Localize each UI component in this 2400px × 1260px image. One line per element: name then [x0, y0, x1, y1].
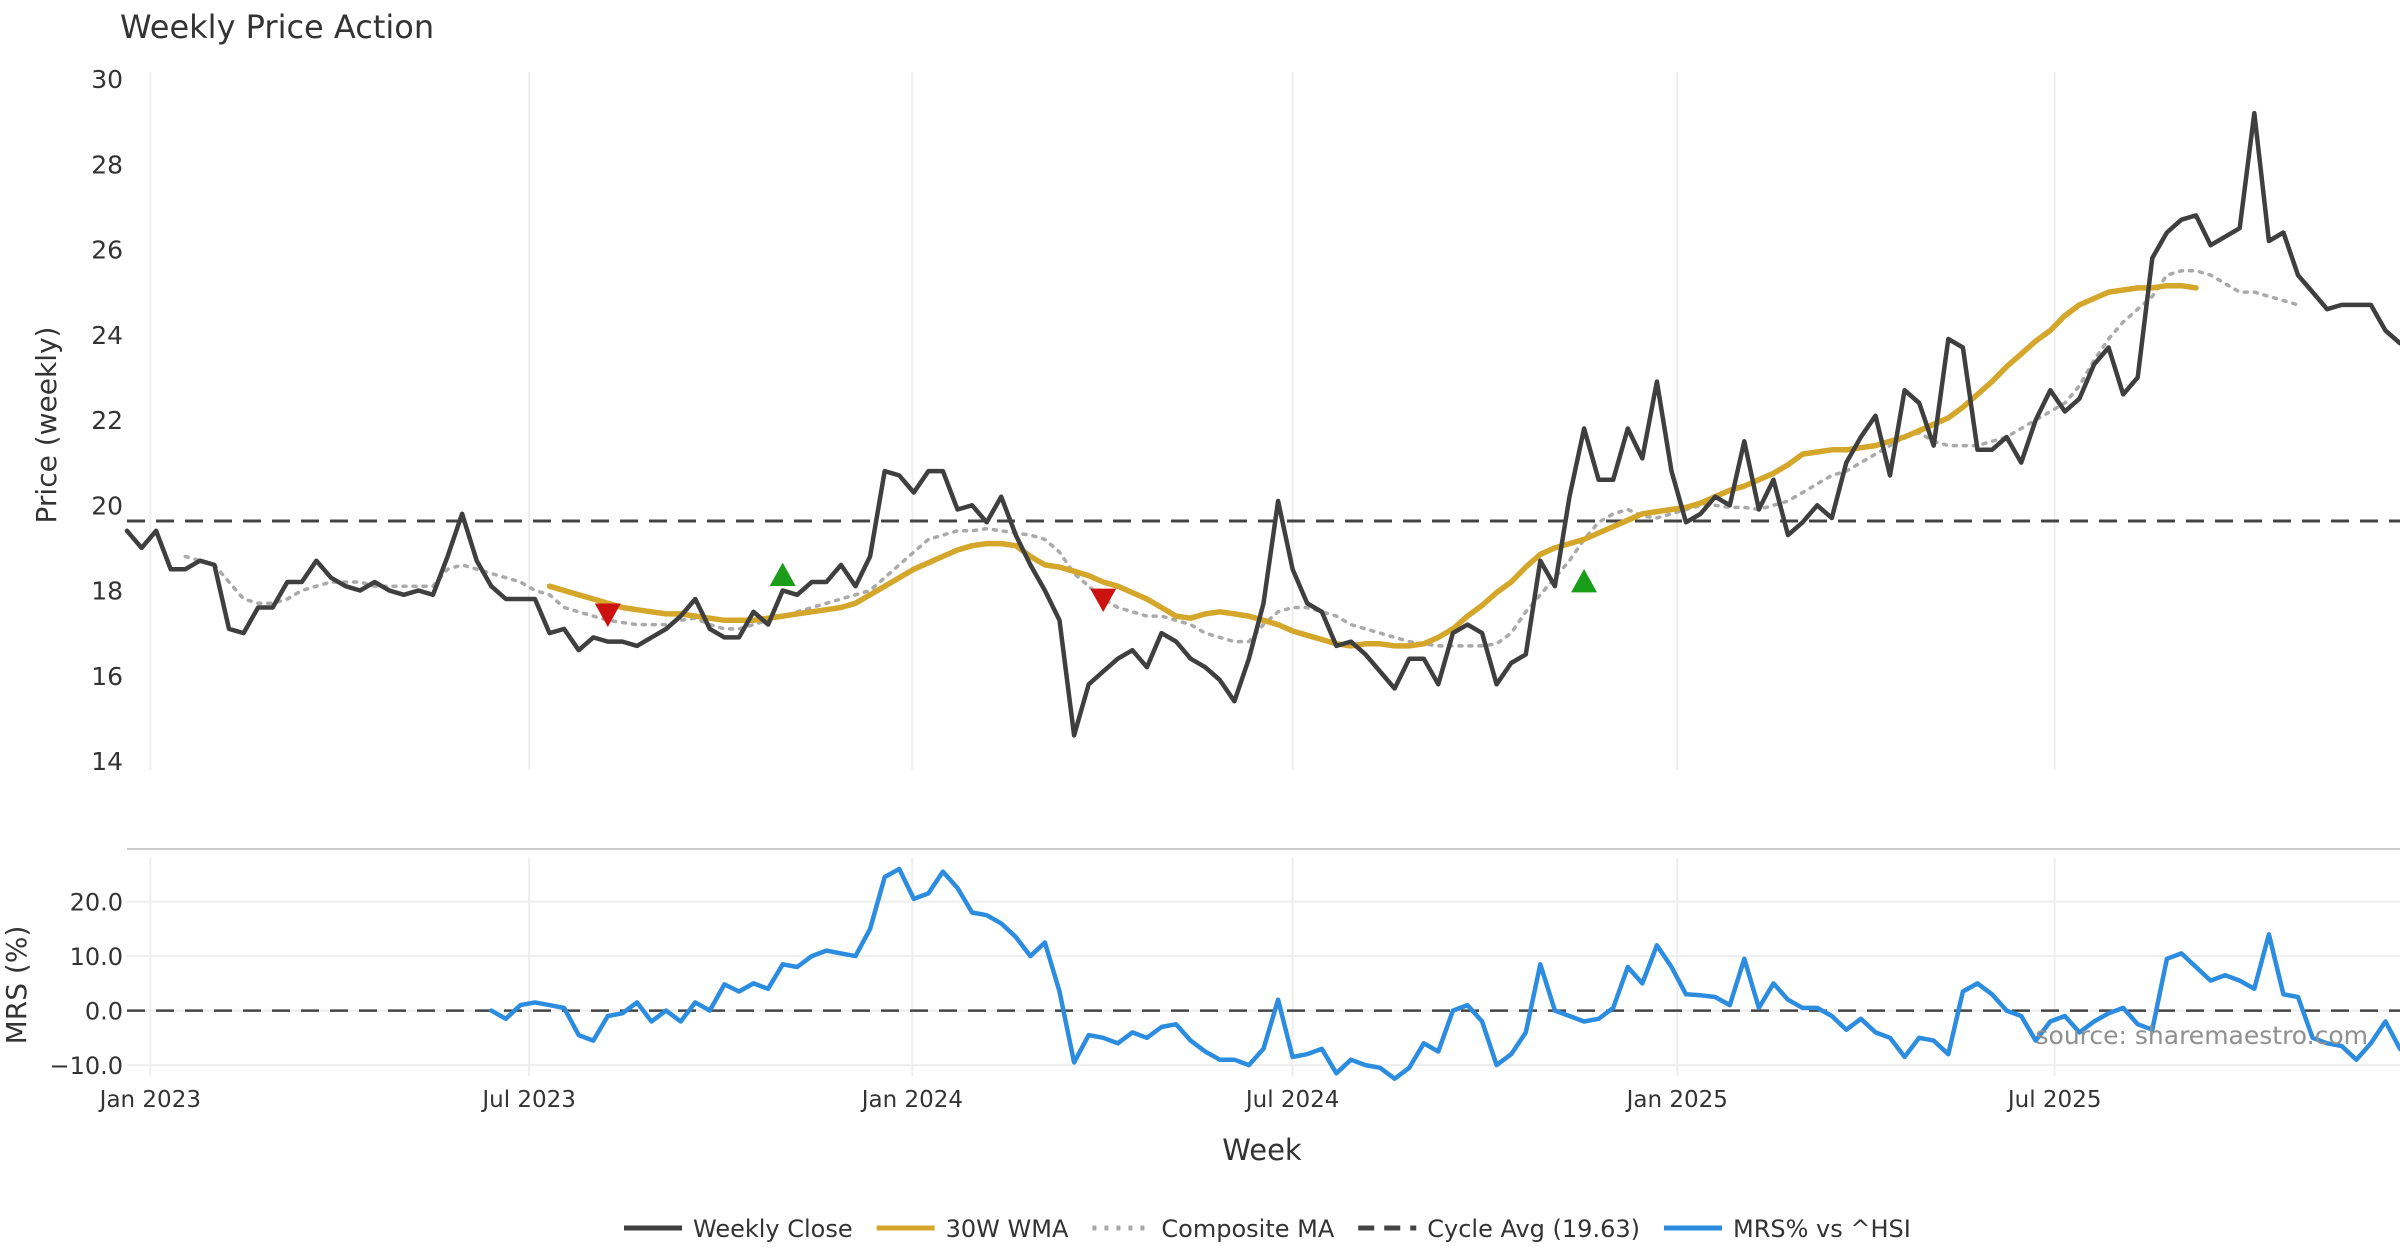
x-axis-ticks: Jan 2023 Jul 2023 Jan 2024 Jul 2024 Jan 2025… [98, 1087, 2102, 1113]
price-y-tick-label: 24 [91, 321, 123, 350]
mrs-y-tick-label: −10.0 [49, 1052, 123, 1080]
x-tick-label: Jul 2025 [2006, 1087, 2102, 1113]
legend-label-cycle-avg-19-63: Cycle Avg (19.63) [1427, 1215, 1640, 1243]
sell-signal-marker [594, 603, 621, 627]
series-composite-ma [183, 269, 2300, 648]
price-y-tick-label: 16 [91, 662, 123, 691]
legend-label-30w-wma: 30W WMA [946, 1215, 1069, 1243]
buy-signal-marker [1571, 568, 1598, 593]
mrs-series [127, 866, 2400, 1081]
mrs-y-tick-label: 20.0 [70, 889, 123, 917]
price-y-tick-label: 30 [91, 65, 123, 94]
legend: Weekly Close 30W WMA Composite MA Cycle Avg… [624, 1215, 1911, 1243]
sell-signal-marker [1090, 588, 1117, 613]
price-series [124, 110, 2400, 738]
price-grid [149, 72, 2056, 770]
price-y-tick-label: 14 [91, 747, 123, 776]
x-tick-label: Jul 2023 [480, 1087, 576, 1113]
x-tick-label: Jan 2025 [1625, 1087, 1728, 1113]
x-axis-label: Week [1222, 1133, 1302, 1167]
price-y-tick-label: 22 [91, 406, 123, 435]
x-tick-label: Jan 2023 [98, 1087, 201, 1113]
mrs-y-tick-label: 10.0 [70, 943, 123, 971]
series-30w-wma [546, 282, 2199, 649]
mrs-y-axis-label: MRS (%) [0, 926, 33, 1045]
mrs-y-tick-label: 0.0 [85, 998, 123, 1026]
mrs-y-ticks: 20.0 10.0 0.0 −10.0 [49, 889, 123, 1081]
x-tick-label: Jul 2024 [1244, 1087, 1340, 1113]
legend-label-mrs-vs-hsi: MRS% vs ^HSI [1733, 1215, 1911, 1243]
price-y-tick-label: 26 [91, 236, 123, 265]
chart-title: Weekly Price Action [120, 8, 434, 46]
series-weekly-close [124, 110, 2400, 738]
price-y-axis-label: Price (weekly) [30, 327, 63, 524]
price-y-ticks: 14 16 18 20 22 24 26 28 30 [91, 65, 123, 776]
price-y-tick-label: 28 [91, 150, 123, 179]
price-y-tick-label: 20 [91, 491, 123, 520]
source-credit: source: sharemaestro.com [2036, 1021, 2369, 1050]
signal-markers [594, 562, 1598, 627]
buy-signal-marker [769, 562, 796, 586]
price-y-tick-label: 18 [91, 577, 123, 606]
x-tick-label: Jan 2024 [860, 1087, 963, 1113]
legend-label-weekly-close: Weekly Close [693, 1215, 853, 1243]
series-mrs-vs-hsi [489, 866, 2400, 1081]
legend-label-composite-ma: Composite MA [1161, 1215, 1334, 1243]
